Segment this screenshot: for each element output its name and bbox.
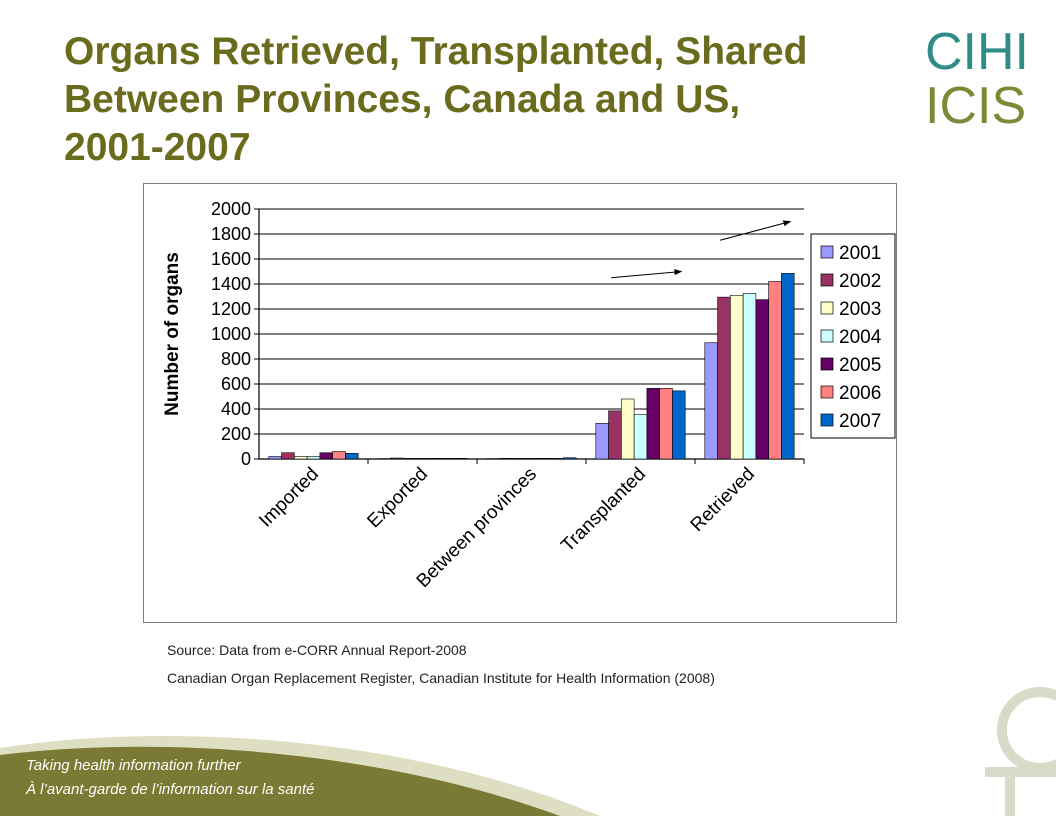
x-tick-label: Exported bbox=[363, 464, 432, 533]
legend-label: 2005 bbox=[839, 355, 881, 376]
bar bbox=[742, 293, 757, 460]
y-tick-label: 800 bbox=[221, 349, 251, 369]
y-tick-label: 2000 bbox=[211, 199, 251, 219]
y-tick-label: 400 bbox=[221, 399, 251, 419]
bar bbox=[319, 452, 333, 460]
bar bbox=[415, 458, 430, 460]
bar bbox=[332, 451, 346, 460]
bar bbox=[717, 296, 731, 460]
logo-top-text: CIHI bbox=[925, 23, 1029, 81]
y-axis-title: Number of organs bbox=[162, 252, 183, 416]
trend-arrow bbox=[611, 269, 683, 279]
chart-frame: 0 200 400 600 800 1000 1200 1400 1600 1800 2000 Num… bbox=[143, 183, 897, 623]
bar bbox=[524, 458, 539, 460]
bar bbox=[281, 452, 295, 460]
bar bbox=[563, 457, 577, 460]
tagline-english: Taking health information further bbox=[26, 757, 241, 774]
legend-label: 2004 bbox=[839, 327, 882, 348]
y-tick-label: 1600 bbox=[211, 249, 251, 269]
y-tick-label: 1000 bbox=[211, 324, 251, 344]
bar bbox=[441, 458, 455, 460]
legend-swatch bbox=[820, 329, 834, 343]
bar bbox=[499, 458, 513, 460]
legend-label: 2007 bbox=[839, 411, 881, 432]
legend-label: 2002 bbox=[839, 271, 881, 292]
trend-arrow bbox=[720, 220, 792, 241]
bar bbox=[512, 458, 526, 460]
footer-swoosh-dark bbox=[0, 746, 560, 816]
legend-swatch bbox=[820, 385, 834, 399]
bar bbox=[390, 457, 404, 460]
legend-swatch bbox=[820, 413, 834, 427]
x-tick-label: Transplanted bbox=[557, 464, 650, 557]
logo-bottom-text: ICIS bbox=[925, 77, 1027, 135]
y-tick-label: 0 bbox=[241, 449, 251, 469]
bar bbox=[781, 273, 795, 460]
bar bbox=[403, 458, 417, 460]
bar bbox=[306, 456, 321, 460]
bar bbox=[633, 414, 648, 460]
legend-swatch bbox=[820, 273, 834, 287]
cihi-logo: CIHI ICIS bbox=[925, 24, 1035, 144]
bar bbox=[268, 456, 282, 460]
bar bbox=[608, 410, 622, 460]
bar bbox=[454, 458, 468, 460]
x-tick-label: Between provinces bbox=[413, 464, 541, 592]
bar bbox=[755, 299, 769, 460]
x-tick-label: Imported bbox=[255, 464, 323, 532]
bar bbox=[659, 388, 673, 460]
bar bbox=[537, 458, 551, 460]
bar bbox=[294, 456, 308, 460]
tagline-french: À l’avant-garde de l’information sur la … bbox=[26, 781, 315, 798]
decorative-emblem-icon bbox=[985, 687, 1056, 816]
bar bbox=[621, 398, 635, 460]
x-tick-label: Retrieved bbox=[687, 464, 759, 536]
y-tick-label: 1400 bbox=[211, 274, 251, 294]
source-citation: Canadian Organ Replacement Register, Can… bbox=[167, 670, 715, 686]
source-note: Source: Data from e-CORR Annual Report-2… bbox=[167, 642, 467, 658]
bar bbox=[768, 281, 782, 460]
legend-label: 2001 bbox=[839, 243, 881, 264]
y-tick-label: 200 bbox=[221, 424, 251, 444]
bar bbox=[704, 342, 718, 460]
bar-chart: 0 200 400 600 800 1000 1200 1400 1600 1800 2000 Num… bbox=[162, 199, 896, 592]
y-tick-label: 1200 bbox=[211, 299, 251, 319]
legend-swatch bbox=[820, 301, 834, 315]
legend-label: 2003 bbox=[839, 299, 881, 320]
bar bbox=[595, 423, 609, 460]
slide-title: Organs Retrieved, Transplanted, Shared B… bbox=[64, 30, 808, 169]
legend-swatch bbox=[820, 245, 834, 259]
bar bbox=[672, 390, 686, 460]
legend-label: 2006 bbox=[839, 383, 881, 404]
bar bbox=[428, 458, 442, 460]
bar bbox=[345, 453, 359, 460]
bar bbox=[730, 294, 744, 460]
bar bbox=[646, 388, 660, 460]
bar bbox=[550, 458, 564, 460]
legend-swatch bbox=[820, 357, 834, 371]
y-tick-label: 600 bbox=[221, 374, 251, 394]
footer-banner bbox=[0, 687, 1056, 816]
y-tick-label: 1800 bbox=[211, 224, 251, 244]
